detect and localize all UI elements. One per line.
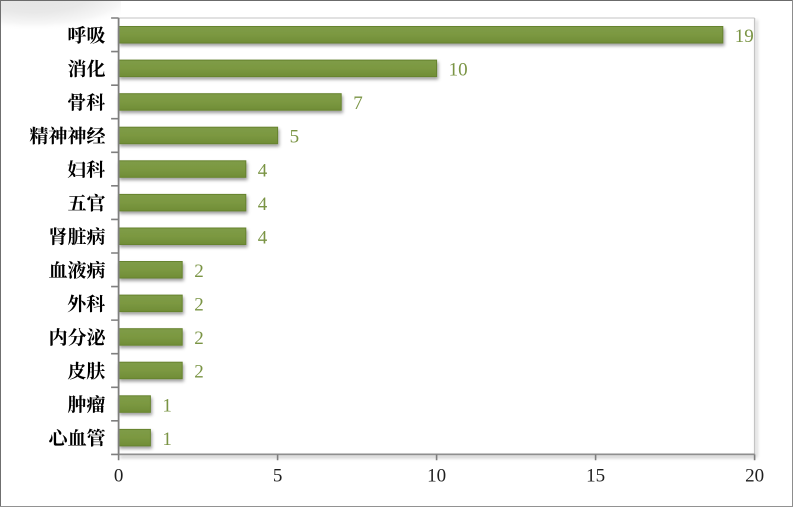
svg-text:4: 4	[258, 227, 268, 248]
svg-text:1: 1	[162, 395, 172, 416]
svg-text:0: 0	[114, 466, 124, 487]
svg-text:2: 2	[194, 261, 204, 282]
svg-text:10: 10	[449, 60, 468, 81]
svg-text:4: 4	[258, 194, 268, 215]
svg-text:1: 1	[162, 429, 172, 450]
svg-text:15: 15	[586, 466, 605, 487]
svg-text:5: 5	[290, 127, 300, 148]
svg-text:7: 7	[353, 93, 363, 114]
svg-text:19: 19	[735, 26, 754, 47]
svg-text:2: 2	[194, 295, 204, 316]
svg-text:5: 5	[273, 466, 283, 487]
svg-text:2: 2	[194, 362, 204, 383]
svg-text:2: 2	[194, 328, 204, 349]
svg-text:10: 10	[427, 466, 446, 487]
svg-text:4: 4	[258, 160, 268, 181]
svg-text:20: 20	[745, 466, 764, 487]
